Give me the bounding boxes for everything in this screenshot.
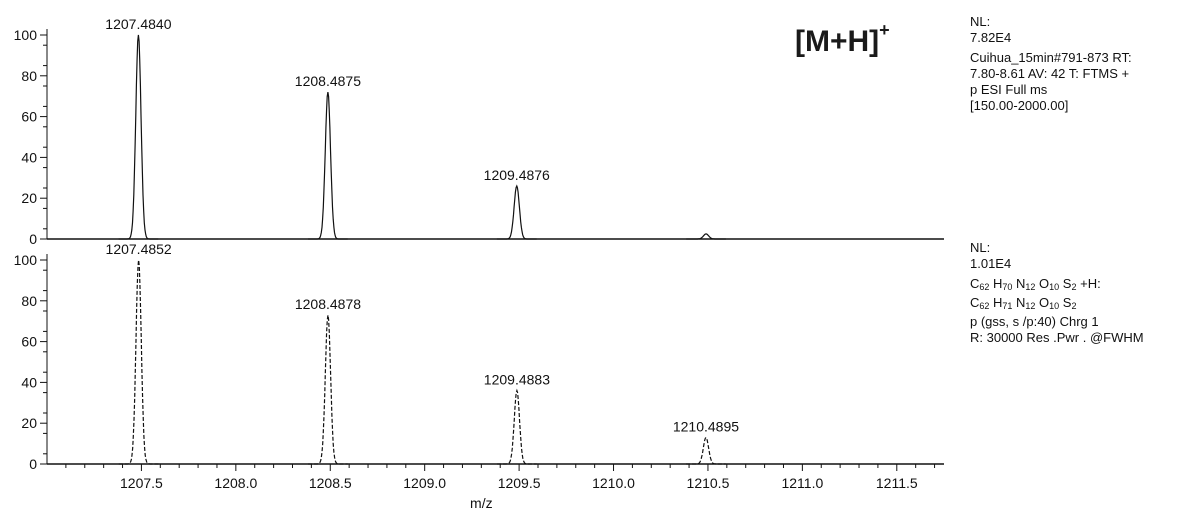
bottom-info-line: R: 30000 Res .Pwr . @FWHM — [970, 330, 1144, 345]
y-tick-label: 60 — [21, 109, 37, 125]
x-tick-label: 1210.5 — [687, 475, 730, 491]
bottom-info-panel: NL: 1.01E4 C62 H70 N12 O10 S2 +H: C62 H71… — [970, 240, 1144, 346]
spectrum-peak — [686, 436, 726, 465]
ion-label: [M+H]+ — [795, 20, 890, 58]
top-info-line: 7.80-8.61 AV: 42 T: FTMS + — [970, 66, 1130, 81]
x-tick-label: 1209.0 — [403, 475, 446, 491]
bottom-nl-value: 1.01E4 — [970, 256, 1012, 271]
peak-label: 1207.4852 — [106, 241, 172, 257]
x-axis-label: m/z — [470, 495, 493, 511]
top-info-line: [150.00-2000.00] — [970, 98, 1069, 113]
x-tick-label: 1208.5 — [309, 475, 352, 491]
peak-label: 1208.4878 — [295, 296, 361, 312]
spectrum-peak — [496, 184, 537, 240]
formula-lines: C62 H70 N12 O10 S2 +H: C62 H71 N12 O10 S2 — [970, 276, 1144, 314]
y-tick-label: 80 — [21, 293, 37, 309]
formula-line: C62 H71 N12 O10 S2 — [970, 295, 1077, 311]
x-tick-label: 1208.0 — [214, 475, 257, 491]
y-tick-label: 40 — [21, 374, 37, 390]
spectrum-peak — [308, 92, 348, 240]
y-tick-label: 20 — [21, 190, 37, 206]
spectrum-peak — [308, 315, 348, 465]
top-info-panel: NL: 7.82E4 Cuihua_15min#791-873 RT: 7.80… — [970, 14, 1132, 114]
x-tick-label: 1211.5 — [876, 475, 918, 491]
peak-label: 1209.4876 — [484, 167, 550, 183]
top-panel: 0 20 40 60 80 100 1207.4840 1208.4875 1209.4876 — [14, 16, 944, 247]
spectrum-peak — [497, 388, 537, 465]
y-tick-label: 0 — [29, 456, 37, 472]
peak-label: 1207.4840 — [105, 16, 171, 32]
y-tick-label: 80 — [21, 68, 37, 84]
x-tick-label: 1211.0 — [781, 475, 823, 491]
x-tick-label: 1209.5 — [498, 475, 541, 491]
peak-label: 1208.4875 — [295, 73, 361, 89]
y-tick-label: 60 — [21, 334, 37, 350]
y-tick-label: 0 — [29, 231, 37, 247]
bottom-panel: 0 20 40 60 80 100 1207.4852 1208.4878 1209.4883 1… — [14, 241, 944, 511]
x-tick-label: 1210.0 — [592, 475, 635, 491]
top-nl-value: 7.82E4 — [970, 30, 1012, 45]
spectrum-peak — [118, 34, 159, 240]
spectrum-peak — [686, 233, 726, 240]
y-tick-label: 40 — [21, 149, 37, 165]
bottom-info-line: p (gss, s /p:40) Chrg 1 — [970, 314, 1099, 329]
y-tick-label: 100 — [14, 27, 38, 43]
top-info-line: p ESI Full ms — [970, 82, 1048, 97]
formula-line: C62 H70 N12 O10 S2 +H: — [970, 276, 1101, 292]
y-tick-label: 100 — [14, 252, 38, 268]
peak-label: 1210.4895 — [673, 418, 739, 434]
y-tick-label: 20 — [21, 415, 37, 431]
spectrum-peak — [118, 259, 159, 465]
top-info-line: Cuihua_15min#791-873 RT: — [970, 50, 1132, 65]
x-tick-label: 1207.5 — [120, 475, 163, 491]
top-nl-label: NL: — [970, 14, 991, 29]
peak-label: 1209.4883 — [484, 372, 550, 388]
bottom-nl-label: NL: — [970, 240, 991, 255]
